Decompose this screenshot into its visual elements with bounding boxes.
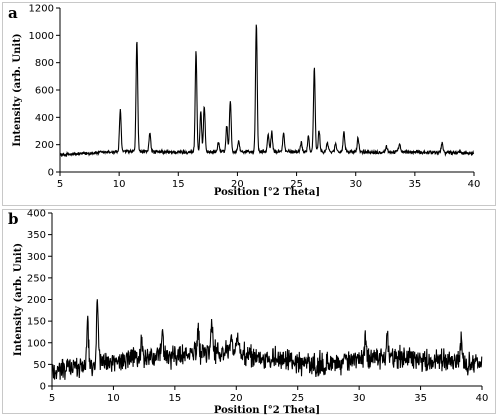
y-tick-label: 150 <box>27 317 46 328</box>
y-tick-label: 400 <box>35 113 54 124</box>
x-tick-label: 35 <box>408 179 421 190</box>
x-tick-label: 40 <box>476 393 489 404</box>
peak-point <box>149 131 150 132</box>
x-tick-label: 5 <box>49 393 55 404</box>
spectrum-line <box>59 24 475 157</box>
chart-panel-b: b 0 50 100 150 200 250 300 350 400 5 10 15 20 25 30 35 40… <box>0 208 500 416</box>
x-tick-label: 25 <box>291 393 304 404</box>
x-tick-label: 5 <box>57 179 63 190</box>
x-axis-title: Position [°2 Theta] <box>214 405 320 416</box>
chart-frame <box>2 2 496 206</box>
xrd-chart-b: b 0 50 100 150 200 250 300 350 400 5 10 15 20 25 30 35 40… <box>8 209 489 416</box>
y-axis-title: Intensity (arb. Unit) <box>13 243 24 356</box>
y-tick-label: 400 <box>27 209 46 220</box>
x-axis-title: Position [°2 Theta] <box>214 187 320 198</box>
panel-label: a <box>8 4 18 22</box>
y-tick-label: 0 <box>48 168 54 179</box>
x-tick-label: 10 <box>107 393 120 404</box>
x-tick-label: 20 <box>231 179 244 190</box>
chart-panel-a: a 0 200 400 600 800 1000 1200 5 10 15 20 25 30 35 40 Pos… <box>2 2 496 206</box>
y-tick-label: 300 <box>27 252 46 263</box>
x-tick-label: 15 <box>168 393 181 404</box>
y-tick-label: 50 <box>33 360 46 371</box>
peak-point <box>256 23 257 24</box>
x-tick-label: 10 <box>113 179 126 190</box>
x-tick-label: 25 <box>290 179 303 190</box>
panel-label: b <box>8 210 19 228</box>
peak-point <box>204 105 205 106</box>
peak-point <box>230 99 231 100</box>
chart-frame <box>2 209 496 414</box>
x-tick-label: 30 <box>349 179 362 190</box>
x-tick-label: 15 <box>172 179 185 190</box>
x-tick-label: 20 <box>230 393 243 404</box>
spectrum-line <box>51 299 483 380</box>
peak-point <box>136 40 137 41</box>
y-tick-label: 0 <box>40 382 46 393</box>
xrd-chart-a: a 0 200 400 600 800 1000 1200 5 10 15 20 25 30 35 40 Pos… <box>8 4 481 199</box>
y-tick-label: 200 <box>27 295 46 306</box>
y-tick-label: 100 <box>27 338 46 349</box>
y-tick-label: 1000 <box>29 31 54 42</box>
peak-point <box>226 125 227 126</box>
y-tick-label: 600 <box>35 86 54 97</box>
peak-point <box>97 295 98 296</box>
x-tick-label: 40 <box>468 179 481 190</box>
y-tick-label: 800 <box>35 58 54 69</box>
x-tick-label: 30 <box>353 393 366 404</box>
y-tick-label: 250 <box>27 273 46 284</box>
y-tick-label: 200 <box>35 140 54 151</box>
y-tick-label: 1200 <box>29 4 54 15</box>
y-tick-label: 350 <box>27 230 46 241</box>
x-tick-label: 35 <box>414 393 427 404</box>
y-axis-title: Intensity (arb. Unit) <box>12 33 23 146</box>
